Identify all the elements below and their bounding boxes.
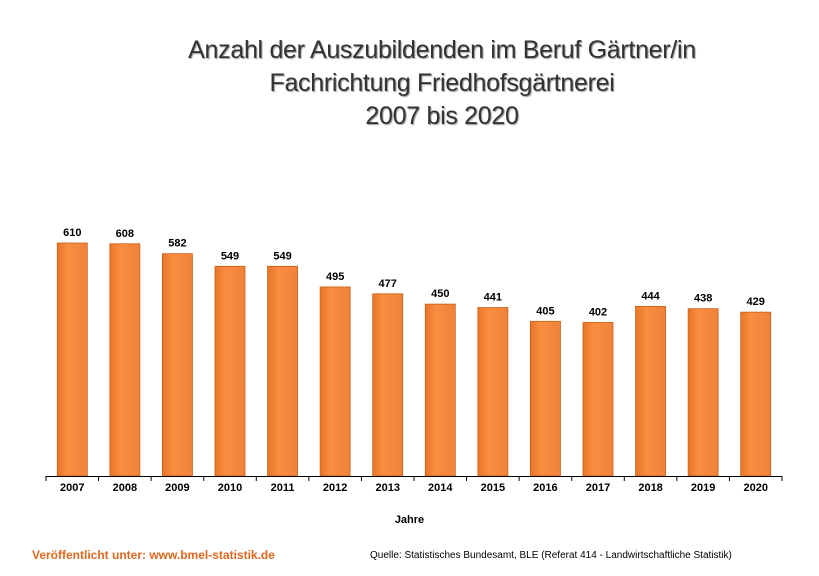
chart-title: Anzahl der Auszubildenden im Beruf Gärtn… [0,34,819,133]
bar-2015 [477,307,509,477]
chart-title-line-3: 2007 bis 2020 [365,102,519,130]
bar-2011 [267,265,298,477]
x-tick-label-2017: 2017 [586,482,610,494]
x-tick-label-2019: 2019 [691,482,715,494]
x-tick-label-2018: 2018 [638,482,662,494]
value-label-2012: 495 [326,271,344,283]
bar-2008 [109,243,141,477]
value-label-2015: 441 [484,292,502,304]
value-label-2019: 438 [694,293,712,305]
published-link-text[interactable]: Veröffentlicht unter: www.bmel-statistik… [32,548,275,562]
bar-2020 [740,311,772,477]
bar-2013 [372,293,404,477]
bar-2007 [56,242,88,477]
x-tick-label-2010: 2010 [218,482,242,494]
chart-title-line-2: Fachrichtung Friedhofsgärtnerei [269,69,615,97]
chart-title-line-1: Anzahl der Auszubildenden im Beruf Gärtn… [188,36,696,64]
x-axis: 2007 2008 2009 2010 2011 2012 2013 2014 2015 2016… [45,476,783,494]
x-tick-label-2014: 2014 [428,482,453,494]
x-tick-label-2012: 2012 [323,482,347,494]
x-tick-label-2011: 2011 [271,482,295,494]
value-label-2014: 450 [431,288,449,300]
x-tick-label-2020: 2020 [743,482,767,494]
value-label-2018: 444 [641,290,660,302]
x-tick-label-2015: 2015 [481,482,505,494]
value-label-2007: 610 [63,227,81,239]
bar-2009 [162,253,193,477]
value-label-2008: 608 [116,228,134,240]
bar-2010 [214,265,246,477]
x-tick-label-2016: 2016 [533,482,557,494]
value-label-2020: 429 [747,296,765,308]
value-label-2011: 549 [273,250,291,262]
x-axis-label: Jahre [394,514,425,526]
value-label-2016: 405 [536,305,554,317]
value-label-2013: 477 [379,278,397,290]
value-labels-group: 610 608 582 549 549 495 477 450 441 405 402 444 438 4… [63,227,765,318]
x-tick-label-2008: 2008 [113,482,137,494]
x-tick-label-2007: 2007 [60,482,84,494]
bar-2012 [319,286,351,477]
bar-2017 [582,322,614,477]
bar-2019 [687,308,719,477]
bar-2014 [424,303,456,477]
source-note: Quelle: Statistisches Bundesamt, BLE (Re… [370,550,732,561]
x-tick-label-2013: 2013 [375,482,399,494]
x-tick-label-2009: 2009 [165,482,189,494]
bars-group [56,242,772,477]
value-label-2009: 582 [168,238,186,250]
bar-2016 [530,320,561,477]
value-label-2017: 402 [589,306,607,318]
value-label-2010: 549 [221,250,239,262]
bar-2018 [635,306,666,477]
